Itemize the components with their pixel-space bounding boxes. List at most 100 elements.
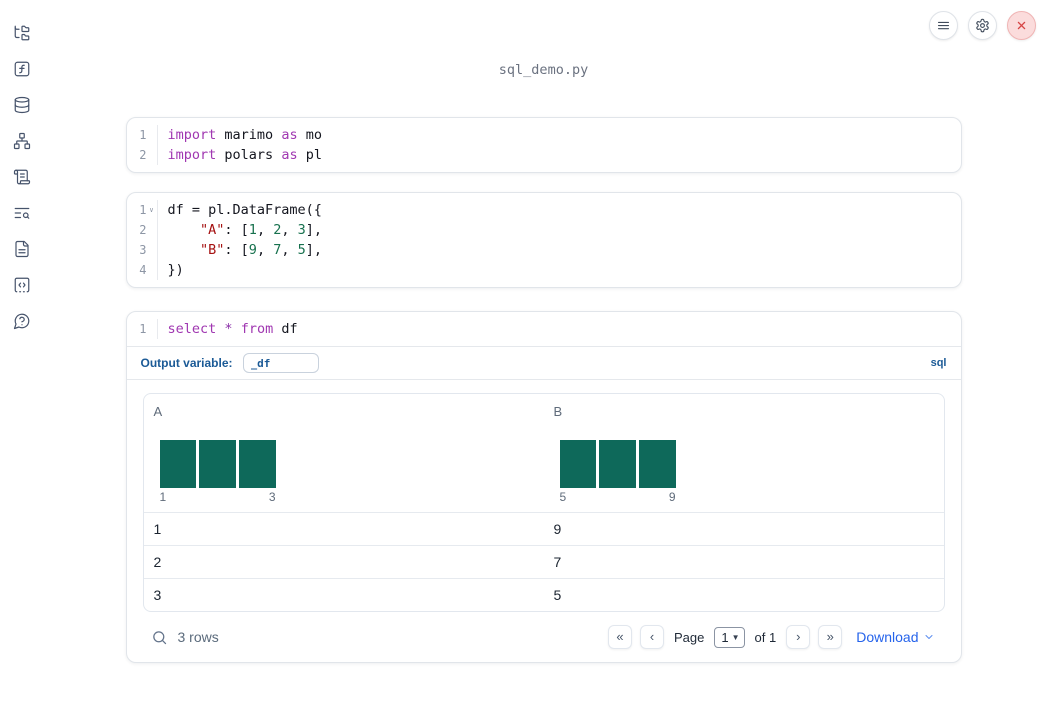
sql-cell-footer: Output variable: sql	[126, 347, 961, 380]
code-snippet-icon	[14, 277, 30, 293]
code-editor[interactable]: 1 ∨ df = pl.DataFrame({2 "A": [1, 2, 3], 3 …	[127, 193, 961, 287]
cell-b: 9	[553, 521, 562, 537]
output-variable-label: Output variable:	[140, 356, 233, 370]
table-header: A 1 3 B 5	[144, 394, 944, 512]
chevron-down-icon	[925, 635, 932, 639]
last-page-button[interactable]: »	[818, 625, 843, 649]
column-name: A	[153, 404, 163, 419]
sidebar-item-logs[interactable]	[13, 168, 31, 186]
folder-tree-icon	[14, 25, 30, 41]
top-controls	[929, 11, 1036, 40]
sidebar-item-help[interactable]	[13, 312, 31, 330]
function-square-icon	[14, 61, 30, 77]
code-line[interactable]: 2 import polars as pl	[127, 145, 961, 165]
network-icon	[13, 132, 31, 150]
line-number-gutter: 2	[127, 220, 158, 240]
column-header-b[interactable]: B 5 9	[544, 394, 944, 512]
download-button[interactable]: Download	[856, 629, 934, 645]
line-number-gutter: 1 ∨	[127, 200, 158, 220]
sidebar-item-variables[interactable]	[13, 60, 31, 78]
sidebar-item-datasources[interactable]	[13, 96, 31, 114]
dataframe-table: A 1 3 B 5	[142, 393, 945, 612]
hist-max-label: 3	[268, 490, 276, 504]
cell-a: 2	[153, 554, 162, 570]
column-header-a[interactable]: A 1 3	[144, 394, 544, 512]
scroll-icon	[13, 169, 31, 185]
code-cell-imports[interactable]: 1 import marimo as mo 2 import polars as pl	[125, 117, 962, 173]
row-count-label: 3 rows	[177, 629, 219, 645]
close-icon	[1017, 21, 1026, 30]
hist-min-label: 5	[559, 490, 567, 504]
code-editor[interactable]: 1 import marimo as mo 2 import polars as pl	[127, 118, 961, 172]
histogram-a	[159, 440, 276, 488]
table-footer: 3 rows « ‹ Page 1 ▼ of 1 › »	[127, 612, 961, 662]
histogram-bar	[159, 440, 197, 488]
help-bubble-icon	[13, 313, 30, 330]
text-search-icon	[14, 207, 30, 219]
chevron-down-icon: ▼	[731, 632, 740, 642]
histogram-bar	[199, 440, 236, 488]
code-line[interactable]: 4})	[127, 260, 961, 280]
notebook-main: sql_demo.py 1 import marimo as mo 2 import …	[44, 62, 1043, 713]
sidebar-item-dependency-graph[interactable]	[13, 132, 31, 150]
code-line[interactable]: 1 import marimo as mo	[127, 125, 961, 145]
cell-b: 5	[553, 587, 562, 603]
code-line[interactable]: 1 select * from df	[127, 319, 961, 339]
prev-page-button[interactable]: ‹	[640, 625, 665, 649]
notebook-filename: sql_demo.py	[498, 62, 589, 78]
histogram-bar	[559, 440, 597, 488]
search-icon	[152, 630, 166, 644]
sidebar-item-snippets[interactable]	[13, 276, 31, 294]
code-line[interactable]: 3 "B": [9, 7, 5],	[127, 240, 961, 260]
cell-a: 3	[153, 587, 162, 603]
line-number-gutter: 1	[127, 125, 158, 145]
next-page-button[interactable]: ›	[786, 625, 811, 649]
histogram-bar	[638, 440, 676, 488]
histogram-b	[559, 440, 676, 488]
line-number-gutter: 3	[127, 240, 158, 260]
cell-b: 7	[553, 554, 562, 570]
code-line[interactable]: 2 "A": [1, 2, 3],	[127, 220, 961, 240]
gear-icon	[976, 18, 989, 33]
menu-button[interactable]	[929, 11, 958, 40]
table-row[interactable]: 3 5	[143, 578, 944, 611]
fold-chevron-icon[interactable]: ∨	[149, 206, 154, 214]
language-badge[interactable]: sql	[930, 357, 947, 369]
code-line[interactable]: 1 ∨ df = pl.DataFrame({	[127, 200, 961, 220]
page-select[interactable]: 1 ▼	[714, 626, 745, 648]
cell-a: 1	[153, 521, 162, 537]
code-cell-dataframe[interactable]: 1 ∨ df = pl.DataFrame({2 "A": [1, 2, 3], 3 …	[125, 192, 962, 288]
cell-output: A 1 3 B 5	[127, 380, 961, 612]
table-row[interactable]: 1 9	[143, 512, 944, 545]
search-button[interactable]	[151, 629, 168, 646]
histogram-range: 1 3	[160, 490, 276, 504]
page-of-label: of 1	[754, 629, 777, 645]
page-label: Page	[674, 629, 705, 645]
sidebar-item-documentation[interactable]	[13, 240, 31, 258]
shutdown-button[interactable]	[1007, 11, 1036, 40]
sidebar-item-file-explorer[interactable]	[13, 24, 31, 42]
line-number-gutter: 4	[127, 260, 158, 280]
line-number-gutter: 1	[127, 319, 158, 339]
settings-button[interactable]	[968, 11, 997, 40]
hist-min-label: 1	[159, 490, 167, 504]
left-sidebar	[0, 0, 44, 713]
download-label: Download	[856, 629, 919, 645]
output-variable-input[interactable]	[242, 353, 319, 373]
first-page-button[interactable]: «	[608, 625, 633, 649]
column-name: B	[553, 404, 563, 419]
file-text-icon	[15, 240, 29, 258]
histogram-bar	[599, 440, 636, 488]
sidebar-item-search[interactable]	[13, 204, 31, 222]
hamburger-menu-icon	[937, 21, 950, 30]
histogram-bar	[238, 440, 276, 488]
histogram-range: 5 9	[560, 490, 676, 504]
table-row[interactable]: 2 7	[143, 545, 944, 578]
hist-max-label: 9	[668, 490, 676, 504]
line-number-gutter: 2	[127, 145, 158, 165]
code-editor[interactable]: 1 select * from df	[126, 312, 961, 347]
page-select-value: 1	[721, 629, 729, 645]
database-icon	[14, 96, 30, 114]
